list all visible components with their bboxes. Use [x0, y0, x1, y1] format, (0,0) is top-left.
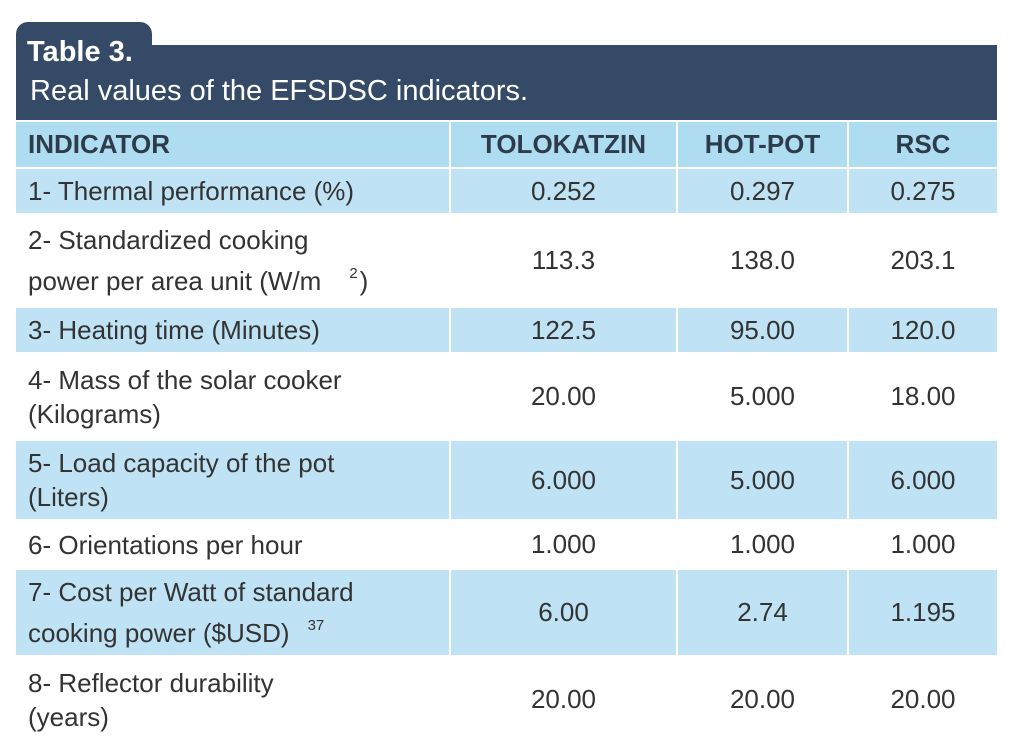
title-banner [16, 45, 997, 120]
table-row: 6- Orientations per hour 1.000 1.000 1.0… [16, 519, 997, 569]
value-tolokatzin: 6.000 [450, 439, 678, 520]
superscript: 37 [307, 617, 325, 634]
indicator-label: 4- Mass of the solar cooker (Kilograms) [16, 352, 451, 440]
table-row: 8- Reflector durability (years) 20.00 20.… [16, 655, 997, 742]
value-rsc: 18.00 [848, 352, 997, 440]
table-row: 4- Mass of the solar cooker (Kilograms) 2… [16, 352, 997, 440]
value-rsc: 203.1 [848, 213, 997, 307]
value-tolokatzin: 1.000 [450, 519, 678, 569]
header-row: INDICATOR TOLOKATZIN HOT-POT RSC [16, 120, 997, 168]
value-tolokatzin: 0.252 [450, 167, 678, 214]
indicator-label: 1- Thermal performance (%) [16, 167, 451, 214]
value-hot-pot: 5.000 [677, 352, 849, 440]
value-tolokatzin: 6.00 [450, 568, 678, 656]
table-row: 7- Cost per Watt of standard cooking pow… [16, 568, 997, 656]
indicator-label: 6- Orientations per hour [16, 519, 451, 569]
value-rsc: 120.0 [848, 306, 997, 353]
value-tolokatzin: 122.5 [450, 306, 678, 353]
header-tolokatzin: TOLOKATZIN [450, 120, 678, 168]
table-row: 3- Heating time (Minutes) 122.5 95.00 12… [16, 306, 997, 353]
indicator-label: 7- Cost per Watt of standard cooking pow… [16, 568, 451, 656]
value-hot-pot: 0.297 [677, 167, 849, 214]
indicator-label: 3- Heating time (Minutes) [16, 306, 451, 353]
value-rsc: 6.000 [848, 439, 997, 520]
table-caption: Real values of the EFSDSC indicators. [30, 75, 529, 107]
table-row: 2- Standardized cooking power per area u… [16, 213, 997, 307]
indicator-label: 2- Standardized cooking power per area u… [16, 213, 451, 307]
value-hot-pot: 1.000 [677, 519, 849, 569]
header-indicator: INDICATOR [16, 120, 451, 168]
value-tolokatzin: 20.00 [450, 655, 678, 742]
value-hot-pot: 2.74 [677, 568, 849, 656]
superscript: 2 [349, 265, 358, 282]
table-row: 5- Load capacity of the pot (Liters) 6.00… [16, 439, 997, 520]
value-rsc: 1.000 [848, 519, 997, 569]
header-rsc: RSC [848, 120, 997, 168]
header-hot-pot: HOT-POT [677, 120, 849, 168]
value-rsc: 1.195 [848, 568, 997, 656]
value-hot-pot: 95.00 [677, 306, 849, 353]
indicator-label: 5- Load capacity of the pot (Liters) [16, 439, 451, 520]
value-tolokatzin: 113.3 [450, 213, 678, 307]
table-number: Table 3. [27, 36, 133, 68]
table-row: 1- Thermal performance (%) 0.252 0.297 0… [16, 167, 997, 214]
value-tolokatzin: 20.00 [450, 352, 678, 440]
indicator-label: 8- Reflector durability (years) [16, 655, 451, 742]
value-rsc: 20.00 [848, 655, 997, 742]
value-hot-pot: 20.00 [677, 655, 849, 742]
value-hot-pot: 5.000 [677, 439, 849, 520]
value-rsc: 0.275 [848, 167, 997, 214]
value-hot-pot: 138.0 [677, 213, 849, 307]
indicator-table: INDICATOR TOLOKATZIN HOT-POT RSC 1- Ther… [16, 120, 997, 742]
